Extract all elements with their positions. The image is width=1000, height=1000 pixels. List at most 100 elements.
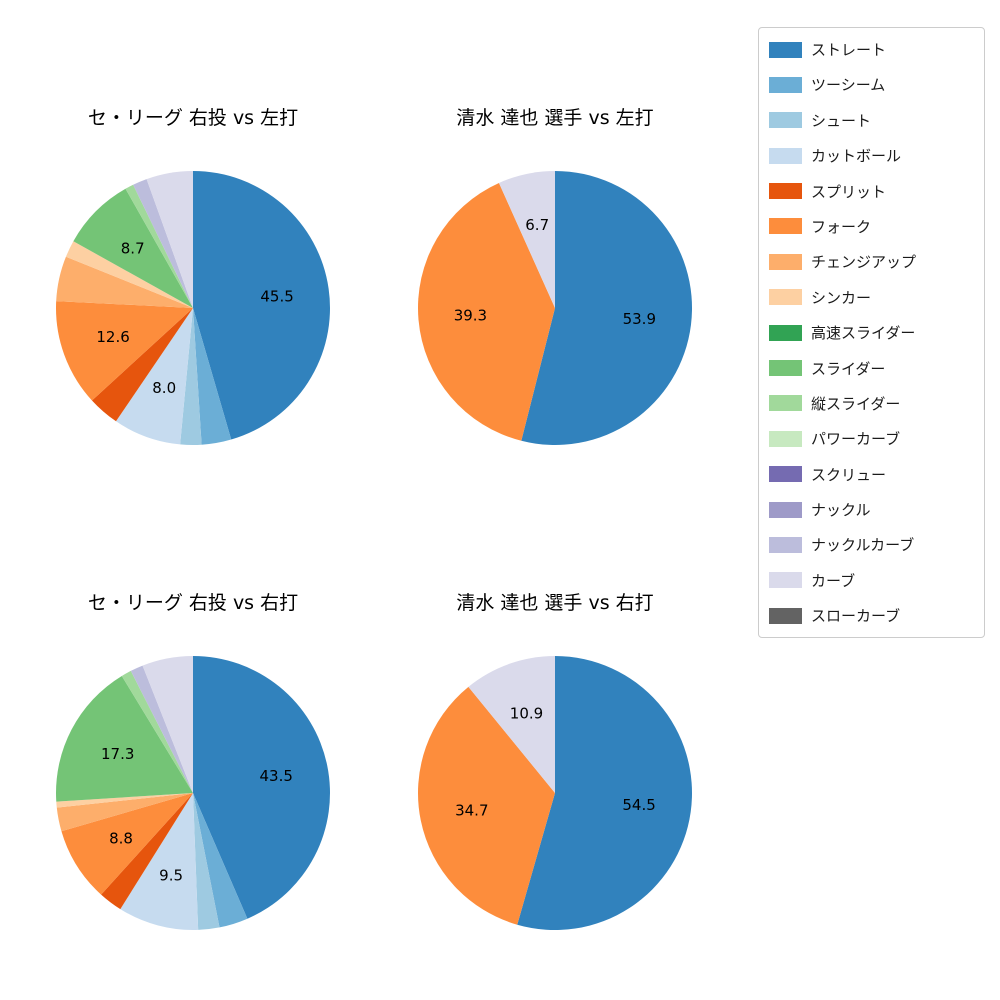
legend-item: スプリット: [769, 181, 974, 202]
pie-slice: [193, 793, 248, 928]
pie-slice: [130, 665, 193, 793]
pie-slice: [193, 793, 220, 930]
legend-swatch: [769, 76, 802, 93]
pie-slice: [55, 675, 193, 802]
legend-swatch: [769, 289, 802, 306]
legend-item-label: 縦スライダー: [811, 394, 901, 413]
legend-item-label: 高速スライダー: [811, 324, 916, 343]
legend-item: チェンジアップ: [769, 251, 974, 272]
legend: ストレートツーシームシュートカットボール スプリットフォークチェンジアップ シンカー…: [758, 27, 985, 639]
legend-item-label: ナックル: [811, 501, 871, 520]
legend-item: ナックルカーブ: [769, 534, 974, 555]
legend-item-label: スライダー: [811, 359, 886, 378]
pie-slice: [101, 793, 193, 910]
pie-value-label: 8.8: [109, 829, 133, 847]
legend-swatch: [769, 183, 802, 200]
pie-value-label: 54.5: [622, 796, 655, 814]
legend-swatch: [769, 360, 802, 377]
pie-slice: [521, 171, 693, 445]
chart-title-league-vs-right: セ・リーグ 右投 vs 右打: [87, 592, 299, 614]
pie-slice: [193, 308, 232, 445]
pie-value-label: 39.3: [454, 307, 487, 325]
pie-slice: [133, 179, 193, 308]
legend-item: ナックル: [769, 499, 974, 520]
pie-slice: [121, 670, 193, 793]
legend-item: パワーカーブ: [769, 428, 974, 449]
legend-item-label: フォーク: [811, 217, 872, 236]
pie-value-label: 34.7: [455, 801, 488, 819]
legend-swatch: [769, 607, 802, 624]
legend-item-label: カーブ: [811, 571, 856, 590]
pie-slice: [91, 308, 193, 422]
pie-value-label: 6.7: [525, 216, 549, 234]
pie-slice: [73, 188, 193, 308]
pie-slice: [61, 793, 193, 895]
legend-swatch: [769, 324, 802, 341]
pie-slice: [468, 656, 555, 793]
legend-item-label: カットボール: [811, 147, 902, 166]
legend-swatch: [769, 501, 802, 518]
pie-value-label: 10.9: [510, 704, 543, 722]
legend-swatch: [769, 395, 802, 412]
legend-item-label: スプリット: [811, 182, 887, 201]
pie-slice: [142, 656, 193, 793]
legend-item: ストレート: [769, 39, 974, 60]
pie-slice: [498, 171, 555, 308]
legend-item-label: ストレート: [811, 41, 887, 59]
legend-item: カーブ: [769, 570, 974, 591]
pie-chart-league-vs-left: 45.5 8.0 12.6 8.7: [55, 171, 330, 445]
legend-swatch: [769, 147, 802, 164]
legend-item-label: パワーカーブ: [811, 430, 901, 449]
pie-slice: [56, 256, 193, 308]
pie-slice: [417, 686, 555, 925]
pie-slice: [65, 241, 193, 308]
pie-slice: [56, 793, 193, 832]
chart-title-league-vs-left: セ・リーグ 右投 vs 左打: [87, 107, 299, 129]
pie-value-label: 17.3: [101, 745, 134, 763]
pie-slice: [56, 793, 193, 808]
legend-item: スライダー: [769, 358, 974, 379]
pie-value-label: 9.5: [159, 866, 183, 884]
chart-title-player-vs-right: 清水 達也 選手 vs 右打: [456, 592, 654, 614]
pie-chart-player-vs-left: 53.9 39.3 6.7: [417, 171, 693, 445]
pie-value-label: 45.5: [260, 287, 293, 305]
legend-item: ツーシーム: [769, 74, 974, 95]
legend-swatch: [769, 430, 802, 447]
pie-slice: [517, 656, 693, 930]
legend-item: シュート: [769, 110, 974, 131]
pie-slice: [180, 308, 202, 445]
pie-slice: [115, 308, 193, 445]
legend-item-label: スクリュー: [811, 465, 887, 484]
pie-slice: [125, 184, 193, 308]
legend-item: フォーク: [769, 216, 974, 237]
pie-slice: [146, 171, 193, 308]
legend-item-label: シュート: [811, 111, 872, 130]
legend-item-label: スローカーブ: [811, 607, 901, 626]
legend-swatch: [769, 536, 802, 553]
legend-swatch: [769, 112, 802, 129]
pie-chart-league-vs-right: 43.5 9.5 8.8 17.3: [55, 656, 330, 930]
legend-item: スローカーブ: [769, 605, 974, 626]
legend-swatch: [769, 41, 802, 58]
pie-value-label: 12.6: [96, 328, 129, 346]
legend-item-label: ツーシーム: [811, 76, 886, 95]
legend-item: 高速スライダー: [769, 322, 974, 343]
legend-swatch: [769, 572, 802, 589]
pie-slice: [55, 301, 193, 401]
pie-slice: [417, 182, 555, 441]
legend-item: カットボール: [769, 145, 974, 166]
legend-item-label: ナックルカーブ: [811, 536, 915, 555]
pie-value-label: 53.9: [623, 310, 656, 328]
pie-chart-player-vs-right: 54.5 34.7 10.9: [417, 656, 693, 930]
legend-item-label: シンカー: [811, 288, 872, 307]
legend-item: 縦スライダー: [769, 393, 974, 414]
legend-item-label: チェンジアップ: [811, 253, 917, 272]
pie-value-label: 8.0: [152, 379, 176, 397]
legend-item: シンカー: [769, 287, 974, 308]
pie-slice: [193, 656, 330, 919]
legend-swatch: [769, 253, 802, 270]
chart-title-player-vs-left: 清水 達也 選手 vs 左打: [456, 107, 654, 129]
pie-slice: [193, 171, 330, 440]
pie-value-label: 8.7: [121, 239, 145, 257]
